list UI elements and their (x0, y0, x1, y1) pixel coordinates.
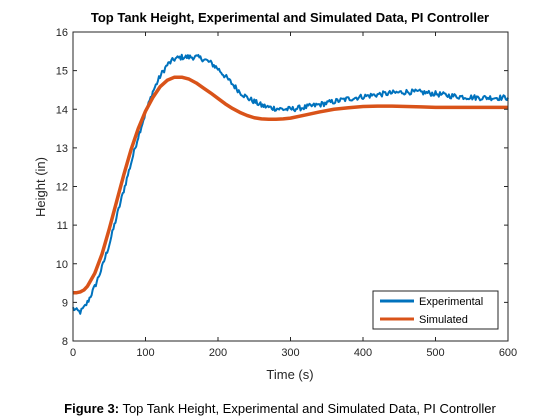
x-tick-label: 300 (281, 347, 299, 359)
y-tick-label: 14 (56, 104, 68, 116)
series-line-simulated (73, 75, 508, 295)
y-tick-label: 16 (56, 27, 68, 39)
plot-background (73, 32, 508, 341)
x-tick-label: 200 (209, 347, 227, 359)
legend: Experimental Simulated (372, 290, 499, 330)
x-tick-label: 600 (499, 347, 517, 359)
figure-caption-text: Top Tank Height, Experimental and Simula… (119, 401, 496, 416)
x-axis-label: Time (s) (266, 367, 313, 382)
x-tick-label: 500 (426, 347, 444, 359)
y-tick-label: 11 (57, 220, 68, 232)
y-tick-label: 10 (56, 259, 68, 271)
x-tick-label: 0 (70, 347, 76, 359)
y-tick-label: 8 (62, 336, 68, 348)
y-tick-label: 12 (56, 182, 68, 194)
x-tick-label: 100 (136, 347, 154, 359)
legend-box (372, 290, 499, 330)
legend-label-simulated: Simulated (419, 314, 468, 326)
chart-title: Top Tank Height, Experimental and Simula… (91, 10, 489, 25)
figure-caption: Figure 3: Top Tank Height, Experimental … (0, 401, 560, 416)
plot-area: 0 100 200 300 400 500 600 8 9 10 11 12 13 14 15 16 (56, 27, 517, 359)
figure-caption-label: Figure 3: (64, 401, 120, 416)
y-axis-label: Height (in) (33, 157, 48, 217)
y-tick-label: 15 (56, 66, 68, 78)
y-tick-label: 9 (62, 297, 68, 309)
y-tick-label: 13 (56, 143, 68, 155)
legend-label-experimental: Experimental (419, 296, 483, 308)
x-tick-label: 400 (354, 347, 372, 359)
